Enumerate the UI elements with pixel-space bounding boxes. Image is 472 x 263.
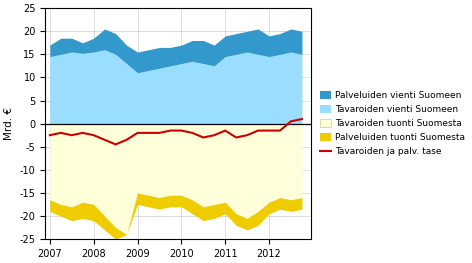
Legend: Palveluiden vienti Suomeen, Tavaroiden vienti Suomeen, Tavaroiden tuonti Suomest: Palveluiden vienti Suomeen, Tavaroiden v… <box>318 89 467 158</box>
Y-axis label: Mrd. €: Mrd. € <box>4 107 14 140</box>
